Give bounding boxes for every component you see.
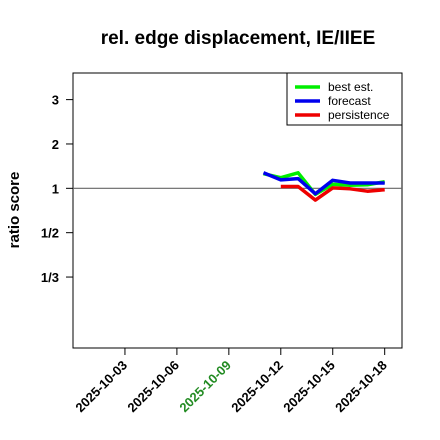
legend-label: best est. [328,80,373,94]
y-tick-label: 1 [52,181,59,196]
legend-label: forecast [328,94,371,108]
series-line-best-est [263,171,386,197]
legend-label: persistence [328,108,390,122]
chart-title: rel. edge displacement, IE/IIEE [101,28,376,49]
y-tick-label: 1/3 [41,270,59,285]
plot-area [72,72,403,349]
y-tick-label: 2 [52,137,59,152]
x-tick-label: 2025-10-12 [228,358,286,416]
series-line-persistence [280,184,385,202]
x-tick-label: 2025-10-18 [332,358,390,416]
series-line-forecast [262,171,385,196]
legend-box [286,72,403,126]
y-axis-label: ratio score [6,172,23,249]
x-tick-label: 2025-10-06 [124,358,182,416]
y-tick-label: 1/2 [41,226,59,241]
x-tick-label: 2025-10-03 [72,358,130,416]
x-tick-label: 2025-10-09 [176,358,234,416]
y-tick-label: 3 [52,93,59,108]
x-tick-label: 2025-10-15 [280,358,338,416]
